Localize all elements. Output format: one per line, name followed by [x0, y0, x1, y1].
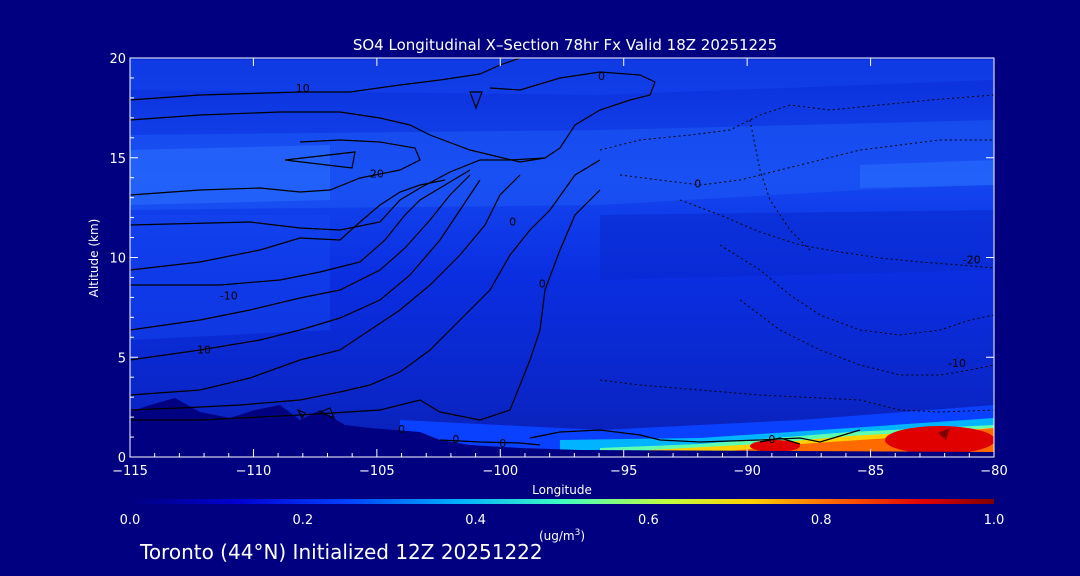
- contour-label: -10: [220, 289, 238, 302]
- colorbar-unit-main: (ug/m: [539, 529, 575, 543]
- colorbar-unit-close: ): [580, 529, 585, 543]
- y-tick-label: 5: [118, 351, 126, 366]
- y-tick-label: 0: [118, 451, 126, 466]
- contour-label: 20: [370, 168, 384, 181]
- contour-label: 0: [768, 433, 775, 446]
- colorbar-tick-label: 0.8: [811, 513, 832, 528]
- plot-area: [130, 58, 994, 457]
- x-tick-label: −90: [733, 464, 760, 479]
- x-tick-label: −80: [980, 464, 1007, 479]
- contour-lines-dashed: [599, 94, 994, 413]
- colorbar-unit-sup: 3: [575, 528, 581, 538]
- contour-label: 0: [509, 216, 516, 229]
- contour-label: -10: [948, 357, 966, 370]
- contour-lines: [130, 58, 861, 446]
- contour-label: 10: [296, 82, 310, 95]
- field-band: [130, 215, 330, 340]
- x-tick-label: −115: [112, 464, 148, 479]
- contour-label: 0: [694, 178, 701, 191]
- colorbar: 0.0 0.2 0.4 0.6 0.8 1.0 (ug/m3): [120, 499, 1005, 543]
- terrain: [130, 398, 994, 457]
- contour-label: 0: [499, 437, 506, 450]
- x-tick-label: −110: [236, 464, 272, 479]
- contour-label: 0: [398, 423, 405, 436]
- field-band: [130, 120, 994, 210]
- colorbar-tick-label: 1.0: [984, 513, 1005, 528]
- x-tick-label: −85: [857, 464, 884, 479]
- contour-label: 10: [197, 343, 211, 356]
- colorbar-tick-label: 0.0: [120, 513, 141, 528]
- footer-caption: Toronto (44°N) Initialized 12Z 20251222: [140, 540, 543, 564]
- y-axis-label: Altitude (km): [87, 219, 101, 298]
- field-hotspot: [885, 426, 994, 454]
- contour-label: -20: [963, 253, 981, 266]
- field-band: [600, 210, 994, 280]
- x-tick-label: −100: [482, 464, 518, 479]
- contour-label: 0: [539, 277, 546, 290]
- field-band: [130, 145, 330, 205]
- y-tick-label: 15: [109, 152, 126, 167]
- colorbar-tick-label: 0.4: [465, 513, 486, 528]
- x-axis-label: Longitude: [532, 483, 592, 497]
- x-tick-label: −95: [610, 464, 637, 479]
- chart-title: SO4 Longitudinal X–Section 78hr Fx Valid…: [353, 36, 777, 54]
- contour-label: 0: [598, 70, 605, 83]
- field-band: [860, 160, 994, 188]
- colorbar-ticks: 0.0 0.2 0.4 0.6 0.8 1.0: [120, 513, 1005, 528]
- y-tick-label: 10: [109, 252, 126, 267]
- contour-label: 0: [452, 433, 459, 446]
- contour-labels: 10 20 -10 10 0 0 0 0 0 0 0 0 -20 -10: [197, 70, 981, 450]
- x-axis: −115 −110 −105 −100 −95 −90 −85 −80: [112, 58, 1008, 479]
- field-hotspot: [750, 440, 800, 452]
- colorbar-unit: (ug/m3): [539, 528, 585, 543]
- colorbar-tick-label: 0.6: [638, 513, 659, 528]
- colorbar-strip: [130, 499, 994, 504]
- y-tick-label: 20: [109, 52, 126, 67]
- y-axis: 0 5 10 15 20: [109, 52, 994, 466]
- x-tick-label: −105: [359, 464, 395, 479]
- field-hotspot: [938, 428, 950, 440]
- colorbar-tick-label: 0.2: [292, 513, 313, 528]
